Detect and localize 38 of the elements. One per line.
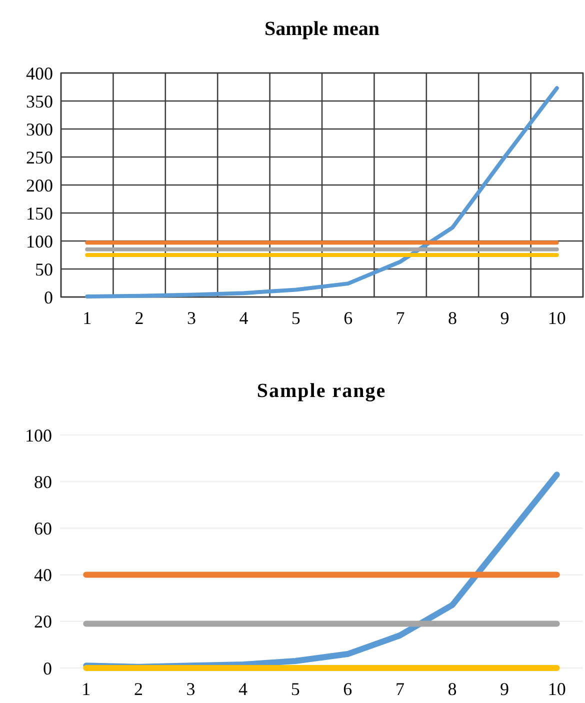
y-tick-label: 50 [35, 259, 53, 280]
x-tick-label: 8 [448, 308, 457, 328]
y-tick-label: 150 [26, 203, 53, 224]
x-tick-label: 1 [82, 679, 91, 699]
x-tick-label: 6 [344, 308, 353, 328]
x-tick-label: 4 [239, 308, 248, 328]
x-tick-label: 8 [448, 679, 457, 699]
y-tick-label: 0 [43, 658, 52, 678]
x-tick-label: 7 [396, 308, 405, 328]
y-tick-label: 100 [25, 425, 52, 446]
y-tick-label: 0 [44, 287, 53, 308]
x-tick-label: 5 [290, 679, 300, 699]
y-tick-label: 60 [34, 518, 52, 538]
x-tick-label: 7 [395, 679, 404, 699]
y-tick-label: 200 [26, 175, 53, 196]
y-tick-label: 300 [26, 119, 53, 140]
y-tick-label: 20 [34, 612, 52, 632]
x-tick-label: 4 [238, 679, 248, 699]
y-tick-label: 40 [34, 565, 52, 586]
x-tick-label: 6 [343, 679, 352, 699]
y-tick-label: 100 [26, 231, 53, 252]
y-tick-label: 350 [26, 91, 53, 112]
x-tick-label: 2 [134, 308, 144, 328]
x-tick-label: 10 [548, 308, 566, 328]
x-tick-label: 3 [187, 308, 196, 328]
y-tick-label: 250 [26, 147, 53, 168]
x-tick-label: 3 [186, 679, 196, 699]
x-tick-label: 9 [500, 308, 510, 328]
x-tick-label: 2 [134, 679, 143, 699]
chart-title: Sample mean [264, 18, 380, 40]
x-tick-label: 5 [291, 308, 300, 328]
y-tick-label: 80 [34, 472, 52, 492]
x-tick-label: 10 [548, 679, 566, 699]
line-series [85, 86, 559, 298]
chart-title: Sample range [256, 380, 386, 402]
x-tick-label: 1 [82, 308, 92, 328]
y-tick-label: 400 [26, 63, 53, 84]
x-tick-label: 9 [500, 679, 510, 699]
